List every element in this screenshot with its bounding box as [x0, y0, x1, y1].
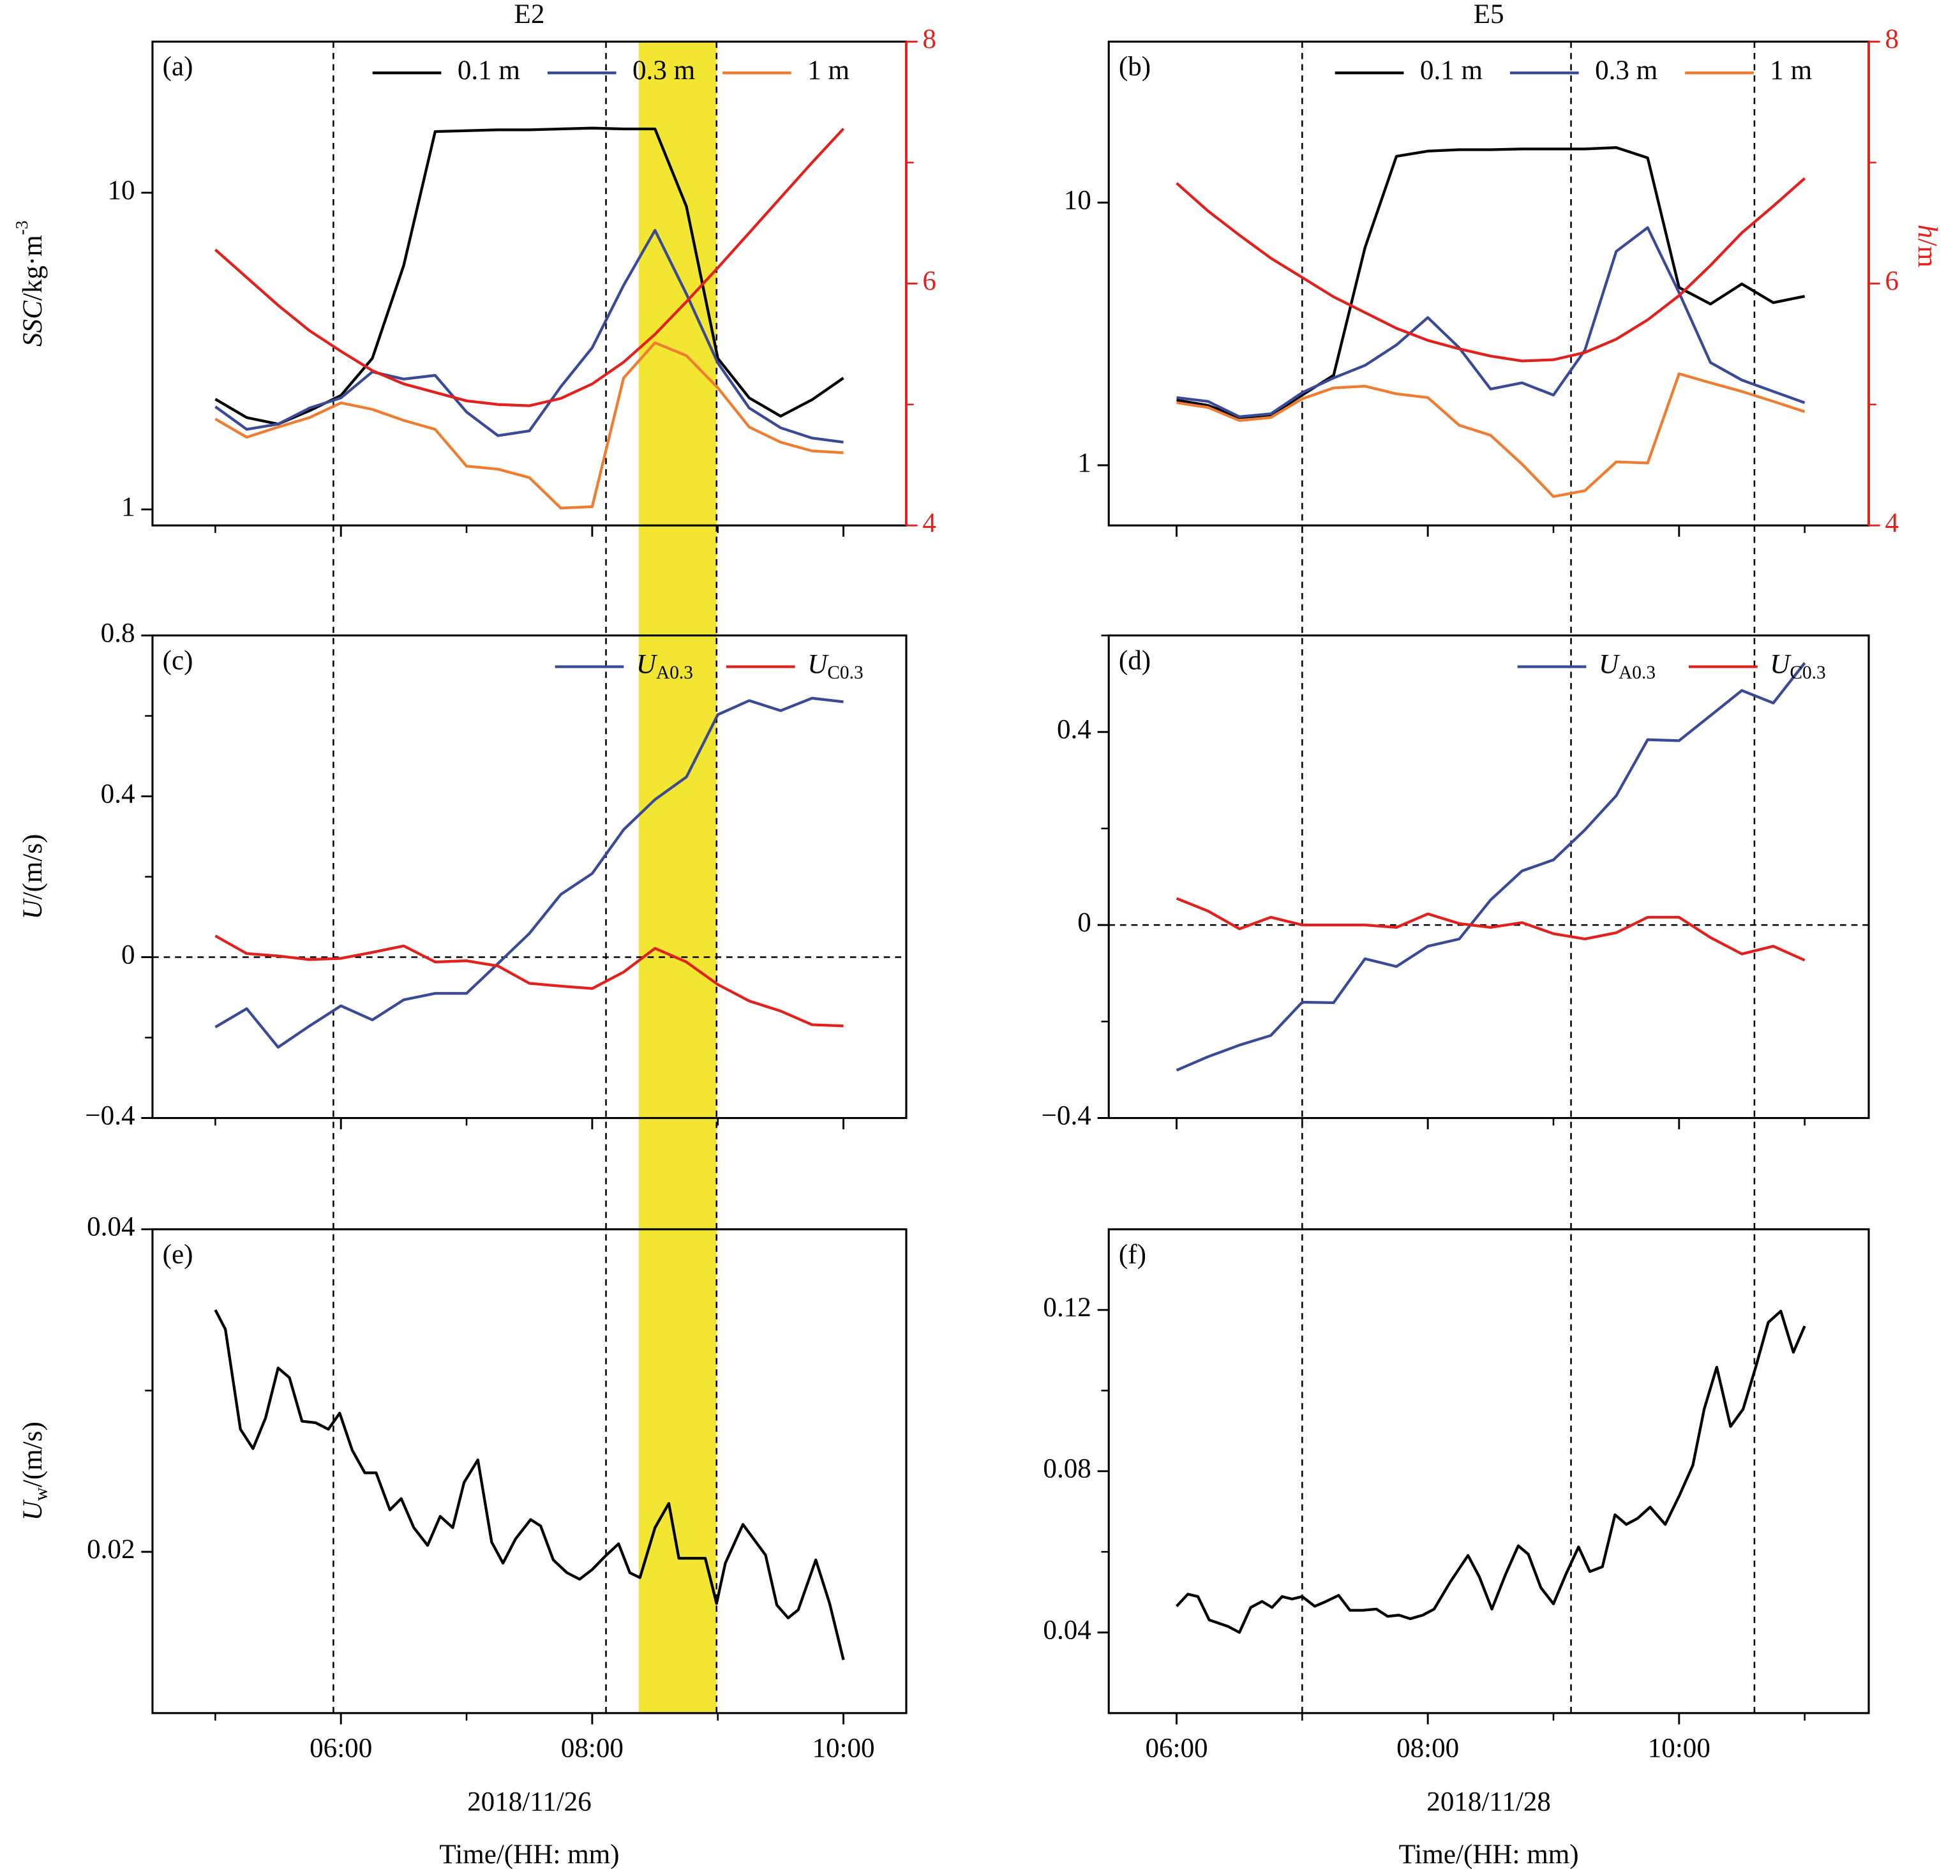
series-line	[214, 696, 844, 1049]
y-tick-label: 1	[121, 492, 135, 522]
series-line	[214, 229, 844, 444]
legend-label: 1 m	[1770, 56, 1812, 86]
text-part: A0.3	[1619, 663, 1656, 683]
text-part: U	[18, 898, 48, 920]
date-label: 2018/11/28	[1426, 1787, 1551, 1817]
text-part: /(m/s)	[18, 1422, 48, 1487]
x-tick-label: 08:00	[561, 1733, 624, 1763]
series-line	[1176, 372, 1806, 499]
panel-label: (f)	[1119, 1240, 1146, 1270]
y-tick-label: −0.4	[1042, 1100, 1091, 1130]
legend-label: 0.3 m	[632, 56, 695, 86]
column-title: E2	[514, 0, 545, 29]
y-tick-label: 0.4	[101, 779, 135, 809]
plot-frame	[151, 1228, 908, 1715]
series-line	[1175, 1309, 1806, 1634]
y-axis-label: SSC/kg·m-3	[13, 220, 48, 347]
text-part: A0.3	[656, 663, 693, 683]
y2-tick-label: 8	[922, 24, 936, 54]
y-tick-label: 0.04	[87, 1212, 135, 1242]
y-axis-label: U/(m/s)	[18, 834, 48, 920]
text-part: SSC	[18, 300, 48, 347]
text-part: U	[18, 1499, 48, 1520]
y-tick-label: 0.08	[1043, 1454, 1091, 1484]
y2-tick-label: 8	[1885, 24, 1899, 54]
text-part: U	[807, 649, 829, 679]
legend-label: UC0.3	[807, 649, 863, 683]
background-layer	[638, 41, 717, 1713]
column-title: E5	[1474, 0, 1504, 29]
x-tick-label: 10:00	[812, 1733, 874, 1763]
y-tick-label: 10	[1064, 185, 1091, 215]
y-tick-label: −0.4	[85, 1100, 135, 1130]
panel-label: (e)	[163, 1240, 193, 1270]
legend-label: UA0.3	[1599, 649, 1656, 683]
series-line	[1176, 897, 1806, 962]
plot-frame	[151, 40, 908, 527]
text-part: C0.3	[1790, 663, 1825, 683]
panel-label: (c)	[163, 646, 193, 676]
legend-label: 0.1 m	[458, 56, 520, 86]
y-tick-label: 0.8	[101, 618, 135, 648]
series-line	[1176, 146, 1806, 419]
series-line	[214, 1309, 845, 1660]
x-tick-label: 06:00	[310, 1733, 372, 1763]
text-part: U	[636, 649, 658, 679]
plot-frame	[151, 634, 908, 1120]
series-line	[214, 934, 844, 1028]
series-line	[214, 126, 844, 426]
y-tick-label: 0	[1077, 908, 1091, 938]
legend-label: 0.3 m	[1595, 56, 1657, 86]
series-line	[214, 128, 845, 407]
x-tick-label: 10:00	[1648, 1733, 1710, 1763]
text-part: U	[1770, 649, 1792, 679]
x-tick-label: 06:00	[1145, 1733, 1208, 1763]
y2-tick-label: 6	[922, 266, 936, 296]
y-tick-label: 0.12	[1043, 1293, 1091, 1323]
text-part: C0.3	[827, 663, 863, 683]
text-part: /m	[1912, 238, 1942, 267]
y-tick-label: 0.4	[1057, 715, 1091, 745]
plot-frame	[1107, 634, 1870, 1120]
panel-label: (d)	[1119, 646, 1151, 676]
y2-tick-label: 4	[922, 508, 936, 538]
legend-label: 1 m	[807, 56, 849, 86]
x-axis-label: Time/(HH: mm)	[1399, 1840, 1579, 1870]
text-part: /kg·m	[18, 235, 48, 301]
y-axis-label: Uw/(m/s)	[18, 1422, 52, 1520]
text-part: w	[31, 1487, 51, 1501]
y-tick-label: 0.02	[87, 1535, 135, 1565]
y-tick-label: 10	[107, 176, 135, 206]
y2-tick-label: 4	[1885, 508, 1899, 538]
y-tick-label: 0	[121, 940, 135, 970]
panel-label: (a)	[163, 52, 193, 82]
x-tick-label: 08:00	[1396, 1733, 1459, 1763]
y2-tick-label: 6	[1885, 266, 1899, 296]
text-part: U	[1599, 649, 1620, 679]
y2-axis-label: h/m	[1912, 225, 1942, 267]
text-part: /(m/s)	[18, 834, 48, 900]
y-tick-label: 1	[1077, 448, 1091, 478]
date-label: 2018/11/26	[467, 1787, 592, 1817]
series-line	[214, 341, 844, 510]
series-line	[1176, 662, 1806, 1072]
y-tick-label: 0.04	[1043, 1615, 1091, 1645]
x-axis-label: Time/(HH: mm)	[439, 1840, 619, 1870]
series-line	[1176, 226, 1806, 419]
foreground-layer: 1 10 4 6 8 0.1 m 0.3 m 1 m (a) E2 SSC/kg·m-3 1 10 4 6 8…	[13, 0, 1943, 1870]
panel-label: (b)	[1119, 52, 1151, 82]
series-line	[1176, 177, 1806, 363]
text-part: -3	[13, 220, 32, 235]
highlight-band	[638, 41, 717, 1713]
legend-label: UC0.3	[1770, 649, 1825, 683]
text-part: h	[1912, 225, 1942, 239]
legend-label: 0.1 m	[1420, 56, 1483, 86]
legend-label: UA0.3	[636, 649, 693, 683]
